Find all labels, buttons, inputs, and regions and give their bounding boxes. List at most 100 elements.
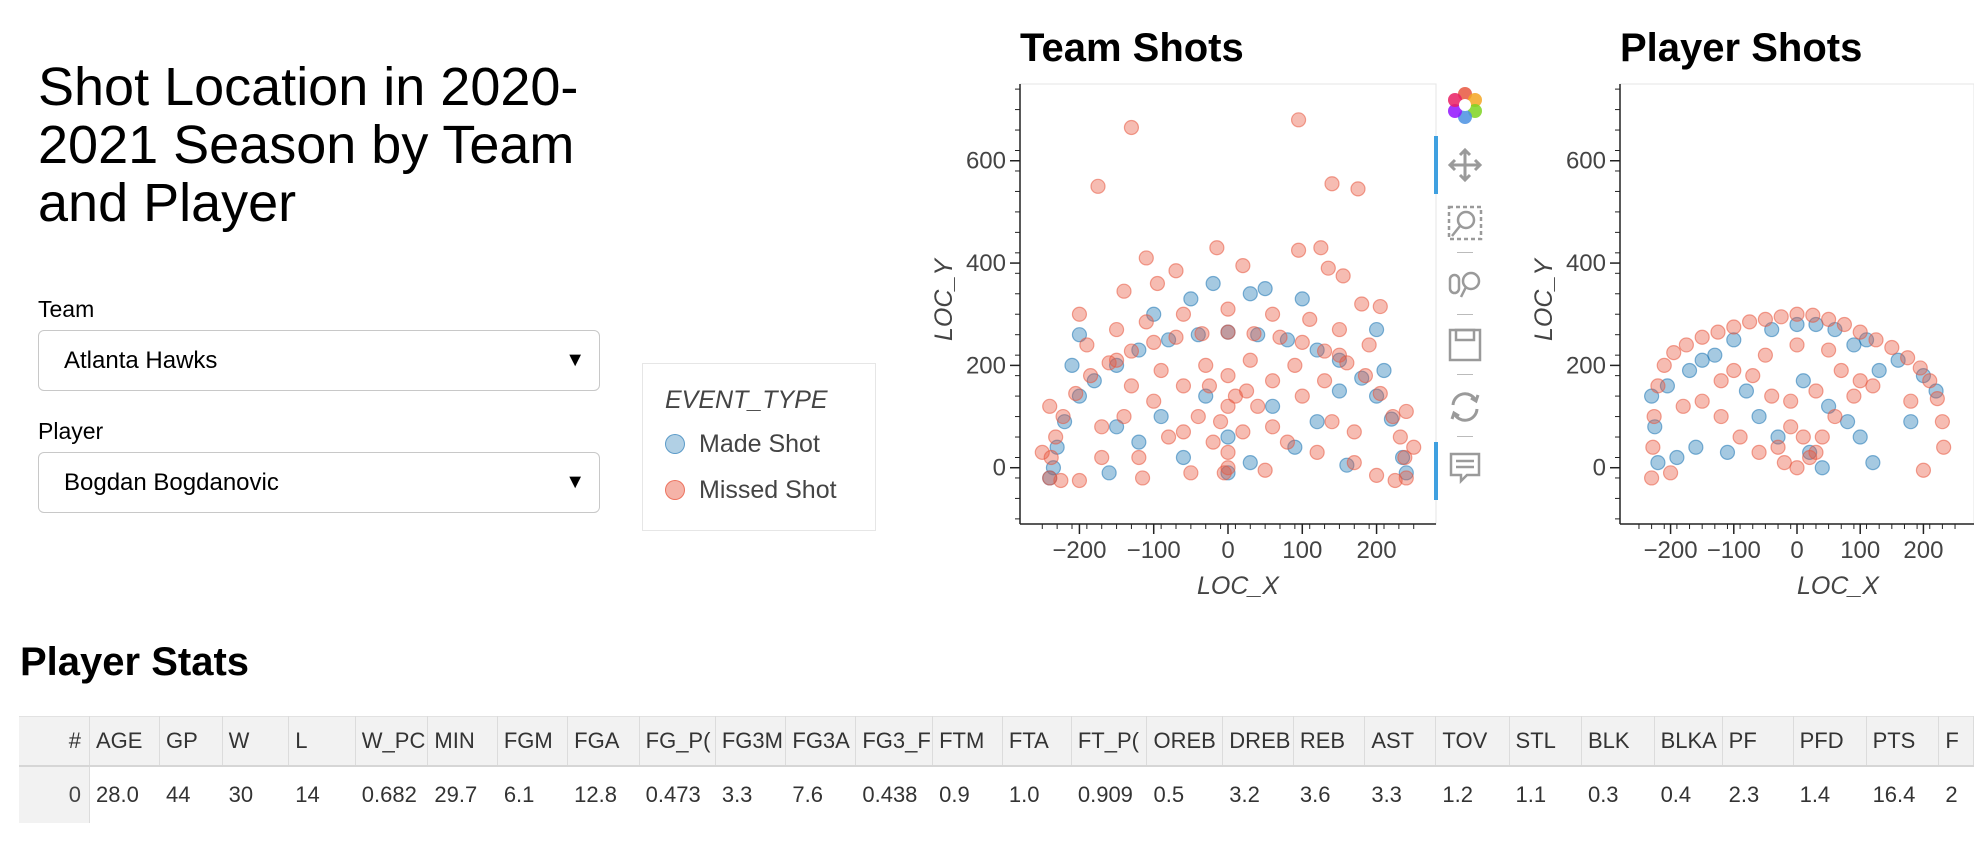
- column-header[interactable]: #: [19, 716, 90, 767]
- missed-shot-point: [1205, 434, 1221, 450]
- missed-shot-point: [1146, 393, 1162, 409]
- reset-icon[interactable]: [1444, 386, 1486, 428]
- missed-shot-point: [1131, 449, 1147, 466]
- missed-shot-point: [1656, 357, 1672, 373]
- missed-shot-point: [1675, 398, 1691, 414]
- missed-shot-point: [1220, 444, 1236, 460]
- player-stats-table: # AGE GP W L W_PC MIN FGM FGA FG_P(FG3M FG3A FG3_F F…: [19, 716, 1974, 823]
- missed-shot-point: [1934, 414, 1950, 430]
- missed-shot-point: [1903, 393, 1919, 409]
- legend-item-made-shot[interactable]: Made Shot: [665, 430, 820, 459]
- column-header[interactable]: FG3M: [715, 716, 787, 767]
- missed-shot-point: [1220, 324, 1236, 340]
- column-header[interactable]: W: [222, 716, 290, 767]
- table-cell: 12.8: [574, 782, 617, 807]
- missed-shot-point: [1789, 460, 1805, 476]
- missed-shot-point: [1821, 311, 1837, 327]
- missed-shot-point: [1053, 472, 1069, 489]
- column-header[interactable]: AGE: [89, 716, 160, 767]
- column-header[interactable]: FGM: [497, 716, 569, 767]
- column-header[interactable]: REB: [1293, 716, 1366, 767]
- missed-shot-point: [1650, 378, 1666, 394]
- column-header[interactable]: FTM: [932, 716, 1003, 767]
- team-shots-plot[interactable]: −200 −100 0 100 200 0 200 400 600 LOC_X LOC_Y: [920, 80, 1440, 610]
- legend-item-missed-shot[interactable]: Missed Shot: [665, 476, 837, 505]
- plot-frame: [1019, 83, 1437, 525]
- missed-shot-point: [1116, 408, 1132, 425]
- column-header[interactable]: PFD: [1793, 716, 1867, 767]
- column-header[interactable]: L: [288, 716, 356, 767]
- made-shot-point: [1376, 362, 1392, 379]
- table-header-row: # AGE GP W L W_PC MIN FGM FGA FG_P(FG3M FG3A FG3_F F…: [19, 716, 1974, 767]
- column-header[interactable]: BLK: [1581, 716, 1655, 767]
- column-header[interactable]: PF: [1722, 716, 1794, 767]
- table-cell: 0.9: [939, 782, 970, 807]
- missed-shot-point: [1313, 240, 1329, 256]
- missed-shot-point: [1146, 334, 1162, 350]
- column-header[interactable]: TOV: [1435, 716, 1510, 767]
- missed-shot-point: [1783, 393, 1799, 409]
- player-select[interactable]: Bogdan Bogdanovic ▼: [38, 452, 600, 513]
- player-shots-plot[interactable]: −200 −100 0 100 200 0 200 400 600 LOC_X LOC_Y: [1520, 80, 1974, 610]
- missed-shot-point: [1134, 470, 1151, 486]
- missed-shot-point: [1795, 429, 1811, 445]
- made-shot-point: [1890, 352, 1906, 368]
- column-header[interactable]: W_PC: [355, 716, 429, 767]
- missed-shot-point: [1309, 444, 1325, 460]
- missed-shot-point: [1805, 307, 1821, 323]
- column-header[interactable]: FTA: [1002, 716, 1072, 767]
- column-header[interactable]: FGA: [567, 716, 640, 767]
- column-header[interactable]: PTS: [1866, 716, 1940, 767]
- column-header[interactable]: F: [1938, 716, 1974, 767]
- column-header[interactable]: STL: [1509, 716, 1582, 767]
- column-header[interactable]: OREB: [1146, 716, 1224, 767]
- missed-shot-point: [1808, 383, 1824, 399]
- missed-shot-point: [1149, 275, 1166, 292]
- column-header[interactable]: FT_P(: [1071, 716, 1148, 767]
- table-cell: 16.4: [1872, 782, 1916, 807]
- missed-shot-point: [1713, 373, 1729, 389]
- table-cell: 1.0: [1008, 782, 1040, 807]
- page-title: Shot Location in 2020-2021 Season by Tea…: [38, 57, 579, 233]
- team-select[interactable]: Atlanta Hawks ▼: [38, 330, 600, 391]
- pan-icon[interactable]: [1444, 144, 1486, 186]
- made-shot-point: [1871, 362, 1887, 379]
- column-header[interactable]: DREB: [1222, 716, 1294, 767]
- missed-shot-point: [1372, 298, 1388, 315]
- missed-shot-point: [1645, 439, 1661, 455]
- toolbar-divider: [1457, 436, 1473, 437]
- missed-shot-point: [1250, 398, 1266, 414]
- made-shot-point: [1726, 332, 1742, 348]
- y-tick-label: 0: [1593, 455, 1606, 482]
- missed-shot-point: [1316, 373, 1333, 389]
- save-icon[interactable]: [1444, 324, 1486, 366]
- bokeh-logo-icon[interactable]: [1444, 84, 1486, 126]
- missed-shot-point: [1732, 429, 1748, 445]
- column-header[interactable]: BLKA: [1654, 716, 1723, 767]
- column-header[interactable]: AST: [1364, 716, 1437, 767]
- missed-shot-point: [1852, 373, 1868, 389]
- hover-icon[interactable]: [1444, 446, 1486, 488]
- missed-shot-point: [1235, 258, 1251, 274]
- column-header[interactable]: MIN: [427, 716, 498, 767]
- made-shot-point: [1738, 383, 1755, 399]
- y-tick-label: 0: [993, 455, 1006, 482]
- wheel-zoom-icon[interactable]: [1444, 264, 1486, 306]
- column-header[interactable]: GP: [159, 716, 223, 767]
- missed-shot-point: [1789, 306, 1805, 322]
- missed-shot-point: [1666, 345, 1682, 361]
- missed-shot-point: [1287, 357, 1303, 373]
- made-shot-point: [1669, 449, 1685, 466]
- column-header[interactable]: FG3_F: [855, 716, 934, 767]
- made-shot-point: [1220, 465, 1236, 481]
- missed-shot-point: [1868, 332, 1884, 348]
- column-header[interactable]: FG3A: [785, 716, 857, 767]
- box-zoom-icon[interactable]: [1444, 202, 1486, 244]
- table-row[interactable]: 0 28.0 44 30 14 0.682 29.7 6.1 12.8 0.473 3.3 7.6 0.…: [19, 766, 1974, 823]
- made-shot-point: [1808, 316, 1824, 333]
- column-header[interactable]: FG_P(: [639, 716, 716, 767]
- table-cell: 3.2: [1229, 782, 1260, 807]
- missed-shot-point: [1346, 455, 1362, 471]
- missed-shot-point: [1745, 368, 1761, 384]
- missed-shot-point: [1212, 414, 1229, 430]
